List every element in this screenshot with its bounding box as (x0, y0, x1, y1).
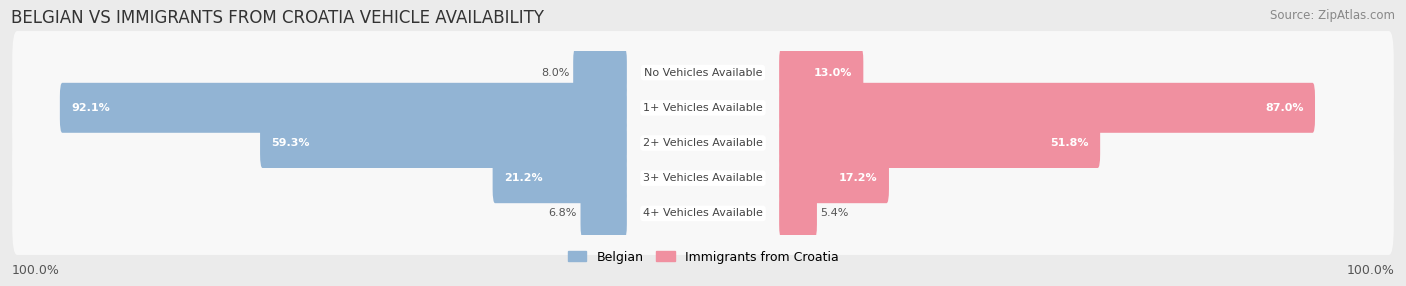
Text: 87.0%: 87.0% (1265, 103, 1303, 113)
Text: 1+ Vehicles Available: 1+ Vehicles Available (643, 103, 763, 113)
Text: 5.4%: 5.4% (821, 208, 849, 219)
FancyBboxPatch shape (60, 83, 627, 133)
FancyBboxPatch shape (13, 137, 1393, 220)
Text: 100.0%: 100.0% (11, 265, 59, 277)
Text: Source: ZipAtlas.com: Source: ZipAtlas.com (1270, 9, 1395, 21)
Text: 59.3%: 59.3% (271, 138, 311, 148)
FancyBboxPatch shape (779, 153, 889, 203)
Text: 4+ Vehicles Available: 4+ Vehicles Available (643, 208, 763, 219)
FancyBboxPatch shape (581, 188, 627, 239)
FancyBboxPatch shape (13, 102, 1393, 184)
Text: 51.8%: 51.8% (1050, 138, 1088, 148)
Legend: Belgian, Immigrants from Croatia: Belgian, Immigrants from Croatia (562, 246, 844, 269)
FancyBboxPatch shape (779, 83, 1315, 133)
FancyBboxPatch shape (13, 66, 1393, 149)
Text: 13.0%: 13.0% (814, 67, 852, 78)
FancyBboxPatch shape (779, 47, 863, 98)
FancyBboxPatch shape (574, 47, 627, 98)
Text: 2+ Vehicles Available: 2+ Vehicles Available (643, 138, 763, 148)
FancyBboxPatch shape (779, 118, 1099, 168)
Text: 100.0%: 100.0% (1347, 265, 1395, 277)
Text: No Vehicles Available: No Vehicles Available (644, 67, 762, 78)
FancyBboxPatch shape (492, 153, 627, 203)
FancyBboxPatch shape (13, 172, 1393, 255)
Text: 92.1%: 92.1% (72, 103, 110, 113)
FancyBboxPatch shape (779, 188, 817, 239)
FancyBboxPatch shape (260, 118, 627, 168)
Text: 21.2%: 21.2% (505, 173, 543, 183)
Text: 6.8%: 6.8% (548, 208, 576, 219)
FancyBboxPatch shape (13, 31, 1393, 114)
Text: 17.2%: 17.2% (839, 173, 877, 183)
Text: 3+ Vehicles Available: 3+ Vehicles Available (643, 173, 763, 183)
Text: BELGIAN VS IMMIGRANTS FROM CROATIA VEHICLE AVAILABILITY: BELGIAN VS IMMIGRANTS FROM CROATIA VEHIC… (11, 9, 544, 27)
Text: 8.0%: 8.0% (541, 67, 569, 78)
